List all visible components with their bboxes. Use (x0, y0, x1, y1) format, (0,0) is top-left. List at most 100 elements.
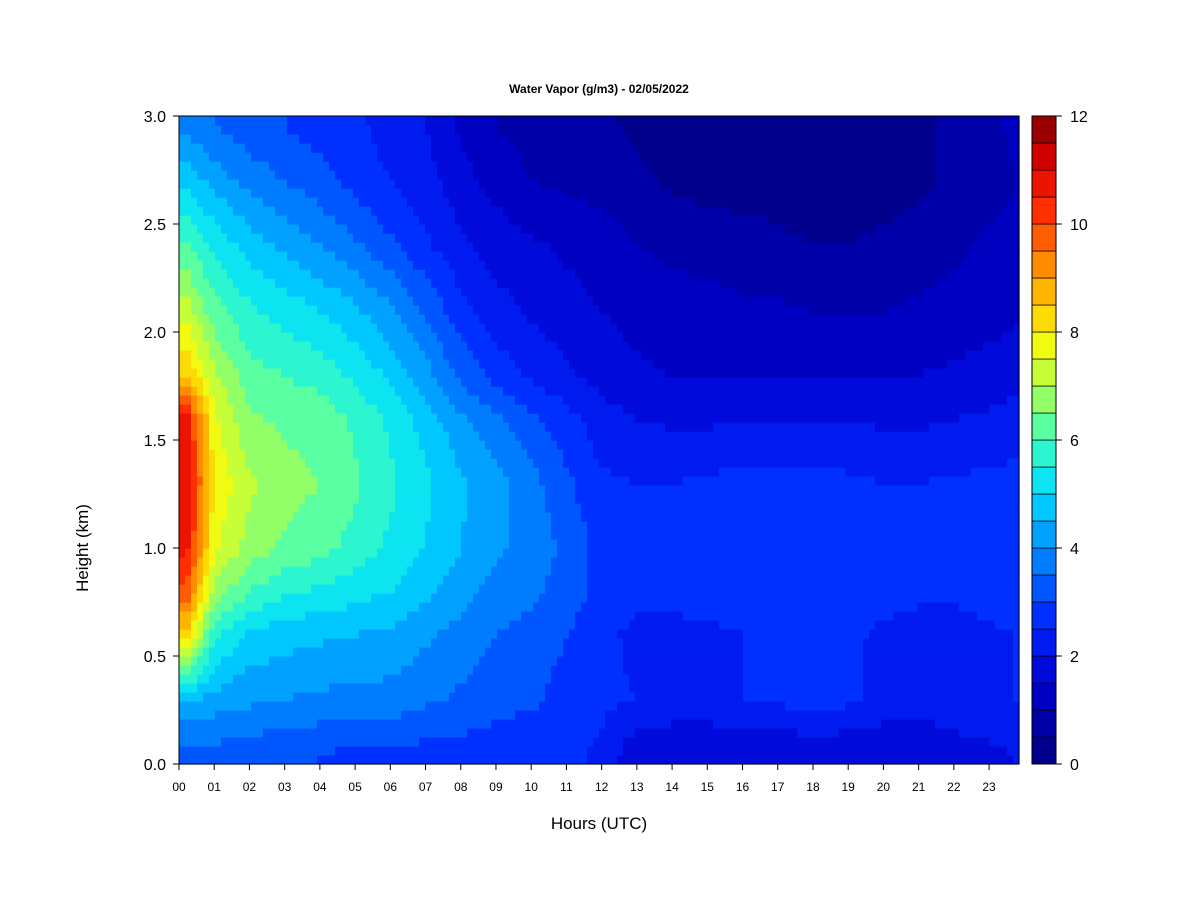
heatmap-cell (509, 755, 516, 765)
heatmap-cell (389, 530, 396, 540)
heatmap-cell (257, 683, 264, 693)
heatmap-cell (1013, 512, 1020, 522)
heatmap-cell (683, 611, 690, 621)
heatmap-cell (419, 557, 426, 567)
heatmap-cell (827, 512, 834, 522)
heatmap-cell (719, 467, 726, 477)
heatmap-cell (875, 593, 882, 603)
heatmap-cell (959, 566, 966, 576)
heatmap-cell (503, 602, 510, 612)
heatmap-cell (461, 611, 468, 621)
heatmap-cell (479, 458, 486, 468)
heatmap-cell (791, 512, 798, 522)
heatmap-cell (731, 485, 738, 495)
heatmap-cell (665, 539, 672, 549)
heatmap-cell (407, 683, 414, 693)
heatmap-cell (383, 701, 390, 711)
heatmap-cell (947, 710, 954, 720)
heatmap-cell (653, 458, 660, 468)
heatmap-cell (269, 638, 276, 648)
heatmap-cell (257, 539, 264, 549)
heatmap-cell (221, 593, 228, 603)
heatmap-cell (413, 494, 420, 504)
heatmap-cell (491, 611, 498, 621)
heatmap-cell (527, 494, 534, 504)
heatmap-cell (527, 503, 534, 513)
heatmap-cell (629, 620, 636, 630)
heatmap-cell (563, 467, 570, 477)
heatmap-cell (773, 575, 780, 585)
heatmap-cell (989, 458, 996, 468)
heatmap-cell (617, 737, 624, 747)
heatmap-cell (269, 665, 276, 675)
heatmap-cell (821, 557, 828, 567)
heatmap-cell (557, 656, 564, 666)
heatmap-cell (683, 755, 690, 765)
heatmap-cell (581, 683, 588, 693)
heatmap-cell (665, 602, 672, 612)
heatmap-cell (887, 521, 894, 531)
heatmap-cell (845, 647, 852, 657)
heatmap-cell (851, 656, 858, 666)
heatmap-cell (857, 593, 864, 603)
heatmap-cell (773, 467, 780, 477)
heatmap-cell (269, 728, 276, 738)
heatmap-cell (779, 629, 786, 639)
heatmap-cell (545, 629, 552, 639)
heatmap-cell (353, 593, 360, 603)
heatmap-cell (299, 674, 306, 684)
heatmap-cell (839, 476, 846, 486)
heatmap-cell (593, 476, 600, 486)
heatmap-cell (287, 593, 294, 603)
heatmap-cell (203, 701, 210, 711)
heatmap-cell (515, 584, 522, 594)
heatmap-cell (929, 458, 936, 468)
heatmap-cell (245, 665, 252, 675)
heatmap-cell (599, 719, 606, 729)
heatmap-cell (497, 476, 504, 486)
heatmap-cell (929, 476, 936, 486)
heatmap-cell (383, 575, 390, 585)
heatmap-cell (221, 566, 228, 576)
heatmap-cell (203, 683, 210, 693)
heatmap-cell (683, 530, 690, 540)
heatmap-cell (437, 683, 444, 693)
heatmap-cell (707, 530, 714, 540)
heatmap-cell (983, 746, 990, 756)
heatmap-cell (293, 656, 300, 666)
heatmap-cell (575, 494, 582, 504)
heatmap-cell (497, 629, 504, 639)
heatmap-cell (755, 512, 762, 522)
heatmap-cell (1013, 539, 1020, 549)
heatmap-cell (785, 602, 792, 612)
heatmap-cell (707, 728, 714, 738)
heatmap-cell (323, 719, 330, 729)
heatmap-cell (629, 458, 636, 468)
heatmap-cell (893, 512, 900, 522)
heatmap-cell (407, 647, 414, 657)
heatmap-cell (239, 476, 246, 486)
heatmap-cell (251, 719, 258, 729)
heatmap-cell (395, 638, 402, 648)
heatmap-cell (881, 530, 888, 540)
heatmap-cell (725, 584, 732, 594)
heatmap-cell (899, 683, 906, 693)
heatmap-cell (203, 638, 210, 648)
heatmap-cell (821, 755, 828, 765)
heatmap-cell (755, 494, 762, 504)
heatmap-cell (647, 746, 654, 756)
heatmap-cell (461, 584, 468, 594)
heatmap-cell (791, 521, 798, 531)
heatmap-cell (329, 485, 336, 495)
heatmap-cell (419, 746, 426, 756)
heatmap-cell (791, 458, 798, 468)
heatmap-cell (209, 575, 216, 585)
heatmap-cell (491, 620, 498, 630)
heatmap-cell (251, 665, 258, 675)
heatmap-cell (707, 539, 714, 549)
heatmap-cell (311, 467, 318, 477)
heatmap-cell (455, 638, 462, 648)
heatmap-cell (677, 485, 684, 495)
heatmap-cell (287, 548, 294, 558)
heatmap-cell (713, 458, 720, 468)
